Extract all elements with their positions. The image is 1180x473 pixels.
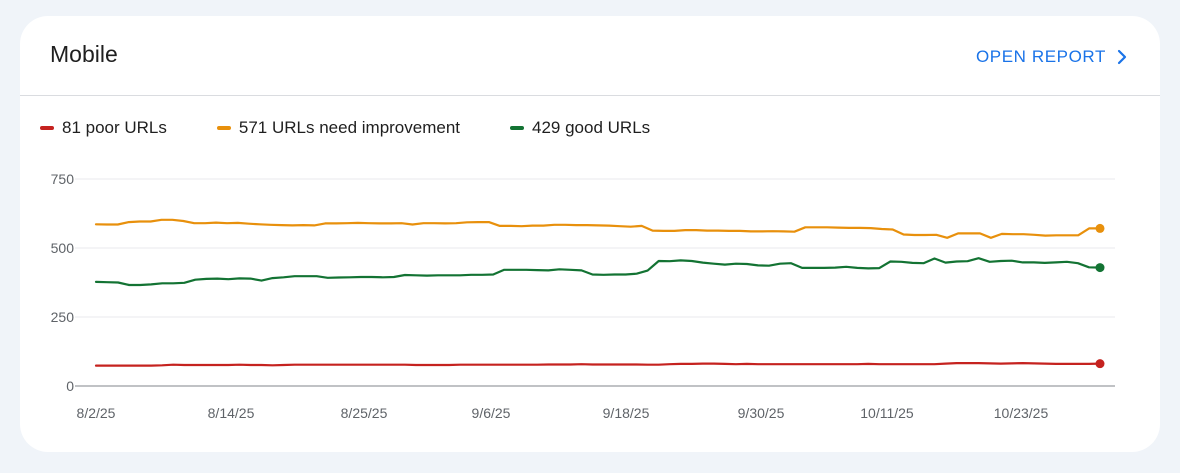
card-header: Mobile OPEN REPORT: [20, 16, 1160, 96]
y-tick-label-250: 250: [51, 309, 75, 325]
card-title: Mobile: [50, 41, 118, 67]
series-line-0: [94, 362, 1102, 367]
x-tick-label-3: 9/6/25: [472, 405, 511, 421]
x-tick-label-7: 10/23/25: [994, 405, 1049, 421]
legend-swatch-needs-improvement: [216, 126, 231, 130]
series-end-point-1: [1095, 223, 1105, 233]
series-end-point-0: [1095, 359, 1105, 369]
x-tick-label-1: 8/14/25: [208, 405, 255, 421]
legend-item-needs-improvement[interactable]: 571 URLs need improvement: [216, 118, 461, 138]
open-report-label: OPEN REPORT: [975, 47, 1106, 66]
legend-item-good[interactable]: 429 good URLs: [510, 118, 650, 138]
legend-swatch-good: [510, 126, 525, 130]
mobile-card: Mobile OPEN REPORT 81 poor URLs 571 URLs…: [20, 16, 1160, 452]
y-tick-label-750: 750: [51, 171, 75, 187]
x-tick-label-0: 8/2/25: [77, 405, 116, 421]
y-tick-label-0: 0: [66, 378, 74, 394]
series-line-1: [94, 218, 1102, 239]
series-line-2: [94, 257, 1102, 287]
legend-label-needs-improvement: 571 URLs need improvement: [238, 118, 461, 137]
legend-swatch-poor: [40, 126, 54, 130]
x-tick-label-6: 10/11/25: [860, 405, 914, 421]
series-end-point-2: [1095, 263, 1105, 273]
chevron-right-icon: [1117, 49, 1127, 65]
url-status-line-chart: 0 250 500 750 8/2/25 8/14/25 8/25/25 9/6/25 9/18…: [51, 171, 1115, 421]
legend-item-poor[interactable]: 81 poor URLs: [40, 118, 167, 138]
x-tick-label-4: 9/18/25: [603, 405, 650, 421]
x-tick-label-5: 9/30/25: [738, 405, 785, 421]
legend-label-poor: 81 poor URLs: [62, 118, 167, 137]
chart-legend: 81 poor URLs 571 URLs need improvement 4…: [40, 116, 700, 140]
legend-label-good: 429 good URLs: [532, 118, 651, 137]
x-tick-label-2: 8/25/25: [341, 405, 388, 421]
y-tick-label-500: 500: [51, 240, 75, 256]
open-report-button[interactable]: OPEN REPORT: [976, 47, 1128, 67]
